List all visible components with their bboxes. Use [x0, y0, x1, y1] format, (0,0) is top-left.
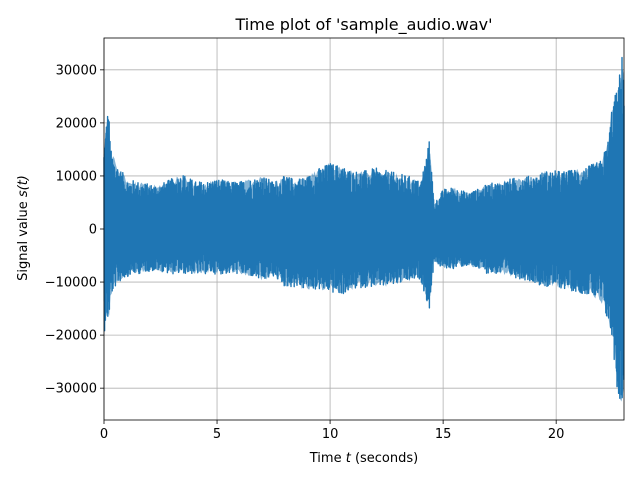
x-axis-ticks: 0 5 10 15 20 — [100, 420, 565, 442]
y-tick-label: −10000 — [45, 276, 97, 291]
y-tick-label: 30000 — [56, 63, 97, 78]
y-tick-label: −30000 — [45, 382, 97, 397]
y-tick-label: 20000 — [56, 116, 97, 131]
signal-envelope — [104, 68, 624, 402]
x-tick-label: 15 — [435, 427, 452, 442]
y-tick-label: −20000 — [45, 329, 97, 344]
signal-waveform — [103, 56, 625, 402]
x-tick-label: 20 — [548, 427, 565, 442]
y-tick-label: 10000 — [56, 169, 97, 184]
chart-title: Time plot of 'sample_audio.wav' — [235, 15, 493, 35]
y-tick-label: 0 — [89, 223, 97, 238]
y-axis-label: Signal value s(t) — [16, 175, 31, 281]
x-axis-label: Time t (seconds) — [309, 451, 418, 466]
y-axis-ticks: −30000 −20000 −10000 0 10000 20000 30000 — [45, 63, 104, 397]
x-tick-label: 5 — [213, 427, 221, 442]
x-tick-label: 0 — [100, 427, 108, 442]
x-tick-label: 10 — [322, 427, 339, 442]
